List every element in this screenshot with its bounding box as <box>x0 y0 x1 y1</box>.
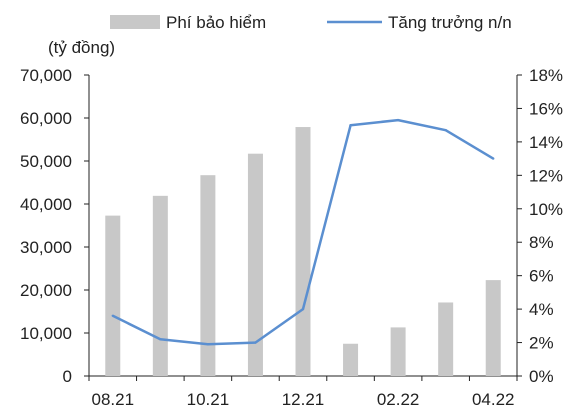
bar <box>438 302 454 376</box>
y-right-tick-label: 18% <box>529 66 563 85</box>
line-point <box>349 123 352 127</box>
legend: Phí bảo hiểm Tăng trưởng n/n <box>110 13 512 32</box>
y-left-tick-label: 10,000 <box>20 324 72 343</box>
legend-line-label: Tăng trưởng n/n <box>388 13 512 32</box>
y-right-ticks: 0% 2% 4% 6% 8% 10% 12% 14% 16% 18% <box>517 66 563 386</box>
y-left-tick-label: 0 <box>63 367 72 386</box>
x-tick-label: 08.21 <box>92 390 135 408</box>
y-left-tick-label: 30,000 <box>20 238 72 257</box>
line-series <box>111 118 495 346</box>
legend-bar-swatch <box>110 15 160 29</box>
y-right-tick-label: 10% <box>529 200 563 219</box>
line-point <box>396 118 400 122</box>
line-point <box>492 157 495 160</box>
x-tick-label: 10.21 <box>187 390 230 408</box>
bar <box>105 215 121 376</box>
line-point <box>254 341 257 344</box>
bar <box>343 343 359 376</box>
x-tick-label: 12.21 <box>282 390 325 408</box>
bar <box>485 280 501 376</box>
y-right-tick-label: 0% <box>529 367 554 386</box>
bar <box>295 127 311 376</box>
line-point <box>206 343 210 346</box>
bar <box>390 327 406 376</box>
bar <box>152 195 168 376</box>
line-point <box>111 314 114 317</box>
y-right-tick-label: 2% <box>529 334 554 353</box>
bar-series <box>105 127 501 376</box>
x-tick-label: 04.22 <box>472 390 515 408</box>
y-left-ticks: 0 10,000 20,000 30,000 40,000 50,000 60,000 70,… <box>20 66 89 386</box>
y-right-tick-label: 16% <box>529 99 563 118</box>
y-left-tick-label: 50,000 <box>20 152 72 171</box>
y-right-tick-label: 14% <box>529 133 563 152</box>
line-point <box>444 128 447 132</box>
y-right-tick-label: 4% <box>529 300 554 319</box>
bar <box>200 175 216 376</box>
y-left-tick-label: 20,000 <box>20 281 72 300</box>
x-tick-label: 02.22 <box>377 390 420 408</box>
y-right-tick-label: 12% <box>529 166 563 185</box>
line-point <box>301 307 305 311</box>
y-right-tick-label: 6% <box>529 267 554 286</box>
y-right-tick-label: 8% <box>529 233 554 252</box>
y-left-tick-label: 40,000 <box>20 195 72 214</box>
unit-label: (tỷ đồng) <box>48 38 115 57</box>
y-left-tick-label: 70,000 <box>20 66 72 85</box>
legend-bar-label: Phí bảo hiểm <box>166 13 266 32</box>
bar <box>247 153 263 376</box>
x-ticks: 08.21 10.21 12.21 02.22 04.22 <box>88 376 518 408</box>
y-left-tick-label: 60,000 <box>20 109 72 128</box>
line-point <box>159 338 162 341</box>
